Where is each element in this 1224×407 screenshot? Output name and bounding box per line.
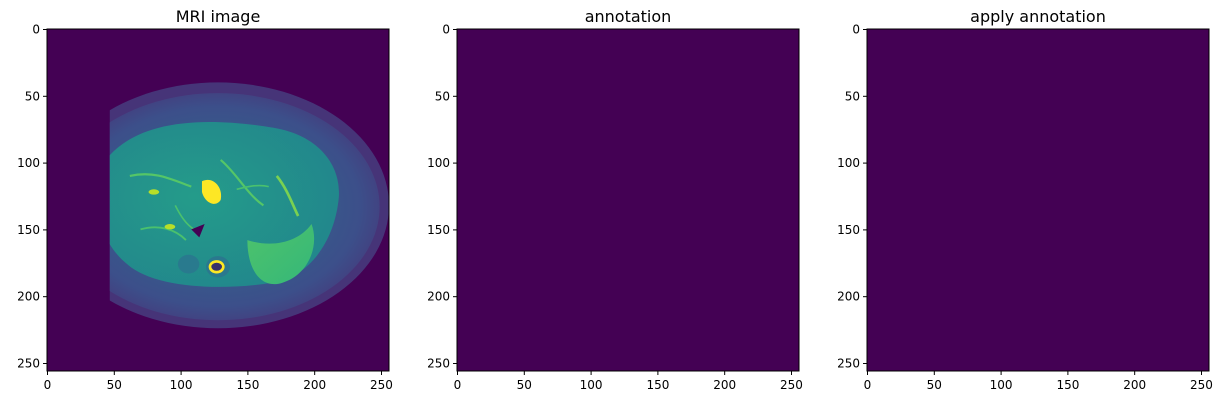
panel-apply-annotation — [866, 28, 1210, 372]
x-tick-label: 250 — [780, 378, 803, 392]
y-tick-label: 250 — [427, 356, 450, 370]
apply-annotation-image-area — [867, 29, 1209, 371]
y-tick-label: 50 — [845, 89, 860, 103]
x-tick-label: 250 — [1190, 378, 1213, 392]
x-tick-label: 150 — [236, 378, 259, 392]
x-tick-label: 200 — [713, 378, 736, 392]
y-tick-label: 250 — [837, 356, 860, 370]
y-tick-label: 150 — [17, 223, 40, 237]
y-tick-label: 0 — [442, 23, 450, 37]
y-tick-label: 200 — [17, 290, 40, 304]
x-tick-label: 200 — [1123, 378, 1146, 392]
y-tick-label: 200 — [427, 290, 450, 304]
y-tick-label: 100 — [837, 156, 860, 170]
y-tick-label: 50 — [25, 89, 40, 103]
y-tick-label: 50 — [435, 89, 450, 103]
panel-annotation — [456, 28, 800, 372]
y-tick-label: 100 — [427, 156, 450, 170]
x-tick-label: 100 — [170, 378, 193, 392]
x-tick-label: 150 — [646, 378, 669, 392]
x-tick-label: 200 — [303, 378, 326, 392]
y-tick-label: 200 — [837, 290, 860, 304]
y-tick-label: 150 — [427, 223, 450, 237]
y-tick-label: 0 — [32, 23, 40, 37]
x-tick-label: 50 — [927, 378, 942, 392]
x-tick-label: 100 — [580, 378, 603, 392]
title-annotation: annotation — [584, 7, 672, 26]
x-tick-label: 50 — [107, 378, 122, 392]
title-apply-annotation: apply annotation — [970, 7, 1106, 26]
x-tick-label: 100 — [990, 378, 1013, 392]
y-tick-label: 0 — [852, 23, 860, 37]
x-tick-label: 0 — [454, 378, 462, 392]
x-tick-label: 150 — [1056, 378, 1079, 392]
x-tick-label: 0 — [44, 378, 52, 392]
x-tick-label: 0 — [864, 378, 872, 392]
x-tick-label: 250 — [370, 378, 393, 392]
title-mri-image: MRI image — [175, 7, 261, 26]
y-tick-label: 250 — [17, 356, 40, 370]
x-tick-label: 50 — [517, 378, 532, 392]
annotation-image-area — [457, 29, 799, 371]
y-tick-label: 100 — [17, 156, 40, 170]
panel-mri-image — [46, 28, 390, 372]
y-tick-label: 150 — [837, 223, 860, 237]
